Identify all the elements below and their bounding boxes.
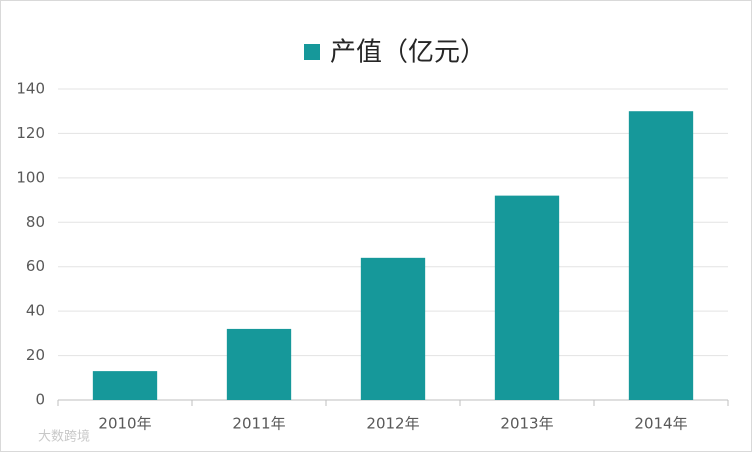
y-tick-label: 0 xyxy=(35,391,45,409)
x-tick-label: 2010年 xyxy=(98,415,151,433)
bar xyxy=(92,371,158,400)
y-tick-label: 140 xyxy=(16,80,45,98)
bar xyxy=(226,328,292,400)
x-tick-label: 2013年 xyxy=(500,415,553,433)
y-tick-label: 80 xyxy=(26,213,45,231)
y-tick-label: 20 xyxy=(26,346,45,364)
bar xyxy=(628,111,694,400)
y-tick-label: 40 xyxy=(26,302,45,320)
y-tick-label: 120 xyxy=(16,124,45,142)
y-tick-label: 60 xyxy=(26,257,45,275)
bar xyxy=(494,195,560,400)
x-tick-label: 2012年 xyxy=(366,415,419,433)
x-tick-label: 2011年 xyxy=(232,415,285,433)
bar xyxy=(360,257,426,400)
y-tick-label: 100 xyxy=(16,168,45,186)
watermark: 大数跨境 xyxy=(38,430,90,445)
legend-label: 产值（亿元） xyxy=(330,38,486,68)
legend-swatch xyxy=(304,44,320,60)
x-tick-label: 2014年 xyxy=(634,415,687,433)
